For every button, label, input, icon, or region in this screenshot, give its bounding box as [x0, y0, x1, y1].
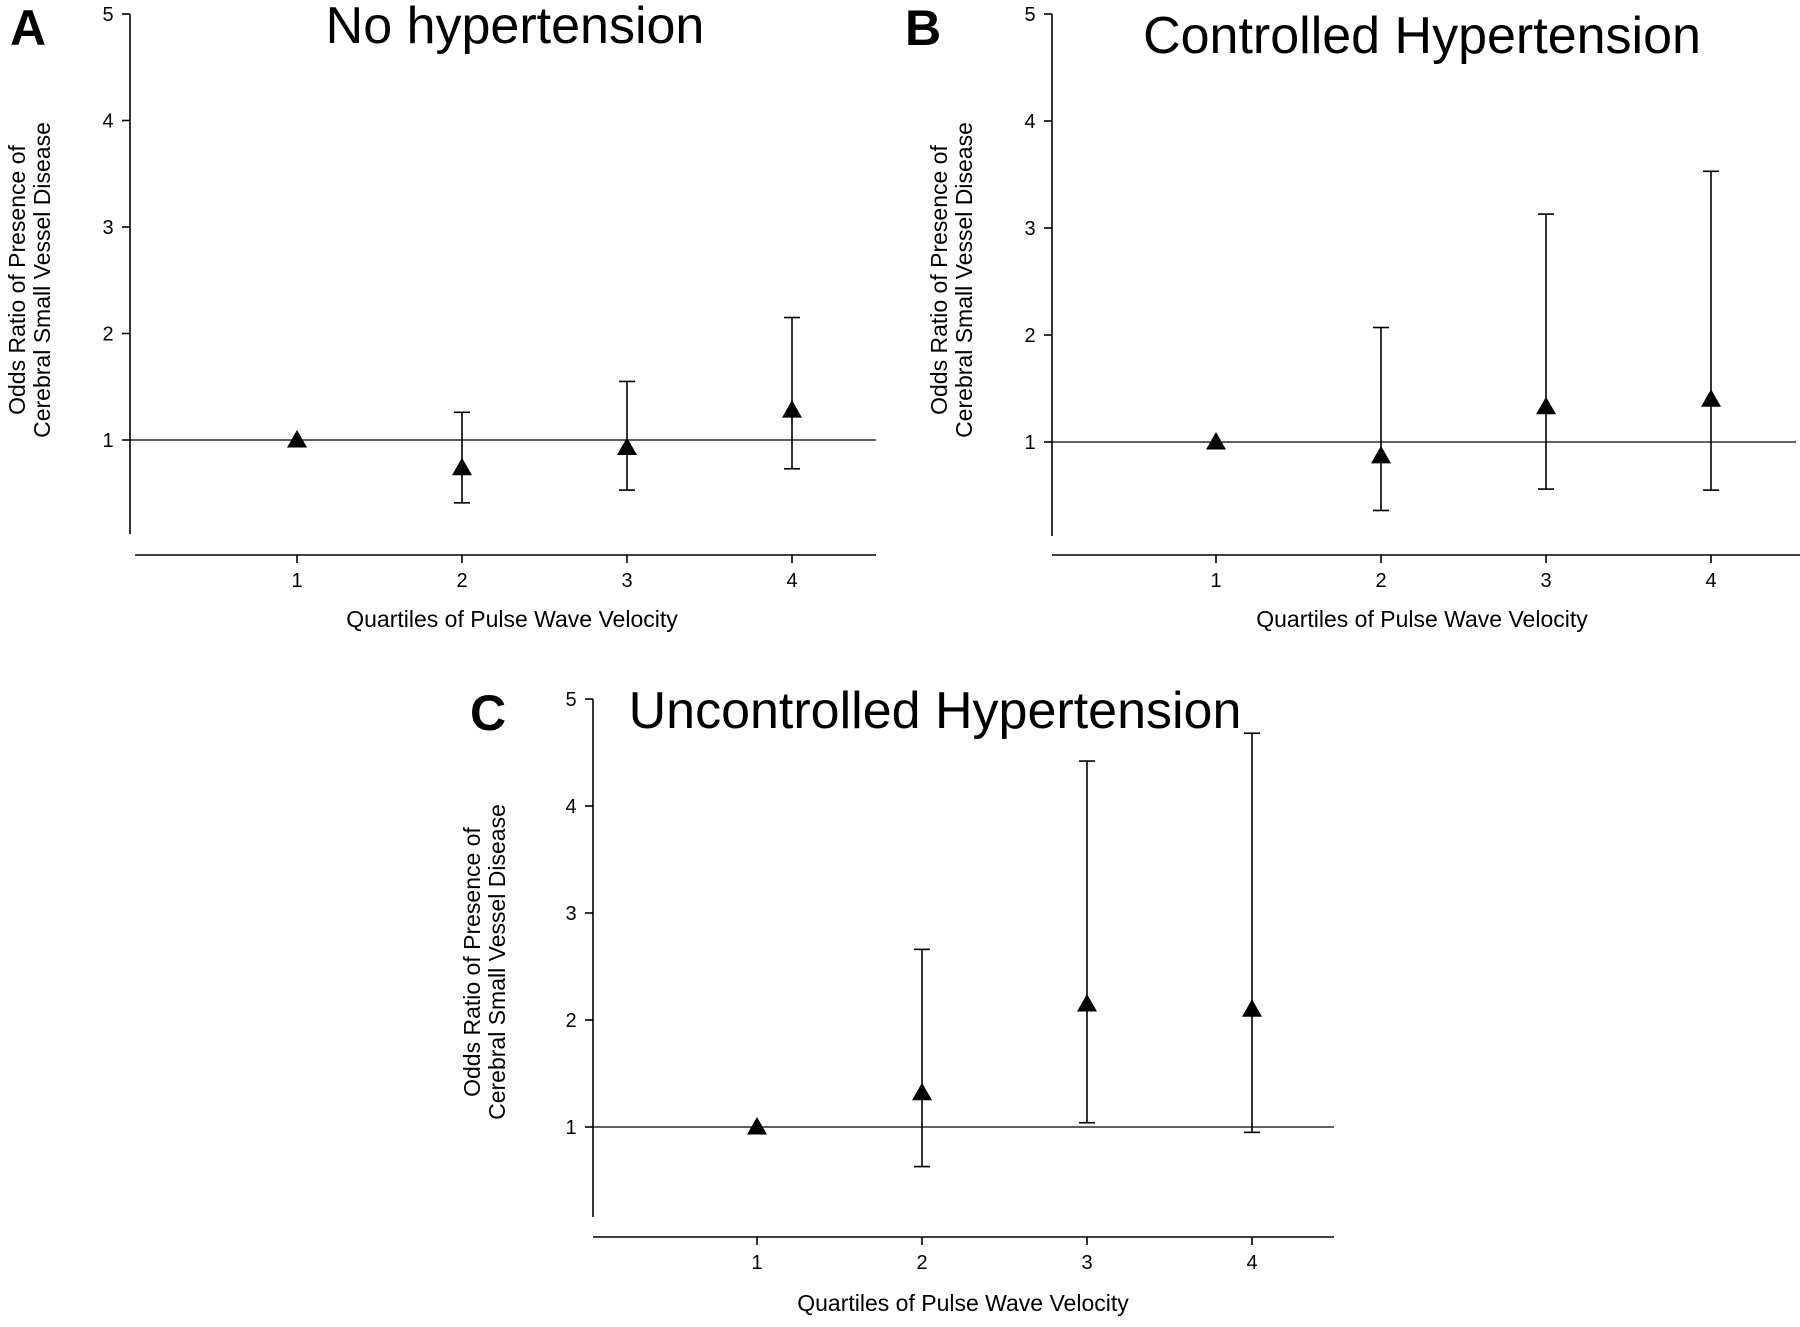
chart-title: No hypertension — [326, 0, 705, 55]
y-tick-label: 4 — [1024, 111, 1035, 133]
y-axis-label-line: Odds Ratio of Presence of — [4, 145, 30, 415]
x-tick-label: 2 — [916, 1252, 927, 1274]
chart-title: Uncontrolled Hypertension — [629, 682, 1242, 740]
y-tick-label: 3 — [102, 217, 113, 239]
data-point-q4 — [1701, 389, 1721, 407]
data-point-q1 — [1206, 432, 1226, 450]
y-tick-label: 3 — [1024, 218, 1035, 240]
x-tick-label: 2 — [1375, 570, 1386, 592]
x-axis-label: Quartiles of Pulse Wave Velocity — [1256, 606, 1588, 632]
x-tick-label: 3 — [621, 570, 632, 592]
chart-title: Controlled Hypertension — [1143, 7, 1701, 65]
y-axis-label-line: Odds Ratio of Presence of — [926, 145, 952, 415]
x-tick-label: 4 — [786, 570, 797, 592]
data-point-q2 — [1371, 445, 1391, 464]
y-tick-label: 1 — [1024, 432, 1035, 454]
y-axis-label-line: Cerebral Small Vessel Disease — [29, 122, 55, 438]
x-axis-label: Quartiles of Pulse Wave Velocity — [346, 606, 678, 632]
data-point-q2 — [912, 1082, 932, 1101]
panel-letter: C — [470, 685, 506, 741]
y-axis-label-line: Cerebral Small Vessel Disease — [484, 804, 510, 1120]
data-point-q1 — [287, 430, 307, 448]
y-tick-label: 5 — [1024, 4, 1035, 26]
x-tick-label: 3 — [1540, 570, 1551, 592]
x-axis-label: Quartiles of Pulse Wave Velocity — [797, 1290, 1129, 1316]
chart-panel-a: A No hypertension 1 2 3 4 5 Odds Ratio of Prese… — [4, 0, 876, 632]
chart-panel-c: C Uncontrolled Hypertension 1 2 3 4 5 Odds Rati… — [459, 682, 1334, 1316]
y-tick-label: 2 — [102, 324, 113, 346]
x-tick-label: 1 — [751, 1252, 762, 1274]
data-point-q3 — [1536, 396, 1556, 415]
y-tick-label: 5 — [565, 689, 576, 711]
panel-letter: B — [905, 0, 941, 56]
y-tick-label: 4 — [565, 796, 576, 818]
y-axis-label-line: Cerebral Small Vessel Disease — [951, 122, 977, 438]
panel-letter: A — [10, 0, 46, 56]
data-point-q1 — [747, 1117, 767, 1135]
x-tick-label: 2 — [456, 570, 467, 592]
x-tick-label: 1 — [291, 570, 302, 592]
y-tick-label: 2 — [565, 1010, 576, 1032]
y-tick-label: 1 — [102, 430, 113, 452]
y-axis-label-line: Odds Ratio of Presence of — [459, 827, 485, 1097]
x-tick-label: 3 — [1081, 1252, 1092, 1274]
data-point-q4 — [1242, 999, 1262, 1017]
x-tick-label: 4 — [1705, 570, 1716, 592]
y-tick-label: 4 — [102, 111, 113, 133]
data-point-q3 — [617, 437, 637, 455]
y-tick-label: 3 — [565, 903, 576, 925]
data-point-q3 — [1077, 993, 1097, 1012]
data-point-q2 — [452, 457, 472, 476]
data-point-q4 — [782, 400, 802, 418]
x-tick-label: 1 — [1210, 570, 1221, 592]
y-tick-label: 5 — [102, 4, 113, 26]
y-tick-label: 1 — [565, 1117, 576, 1139]
y-tick-label: 2 — [1024, 325, 1035, 347]
chart-panel-b: B Controlled Hypertension 1 2 3 4 5 Odds Ratio … — [905, 0, 1800, 632]
x-tick-label: 4 — [1246, 1252, 1257, 1274]
